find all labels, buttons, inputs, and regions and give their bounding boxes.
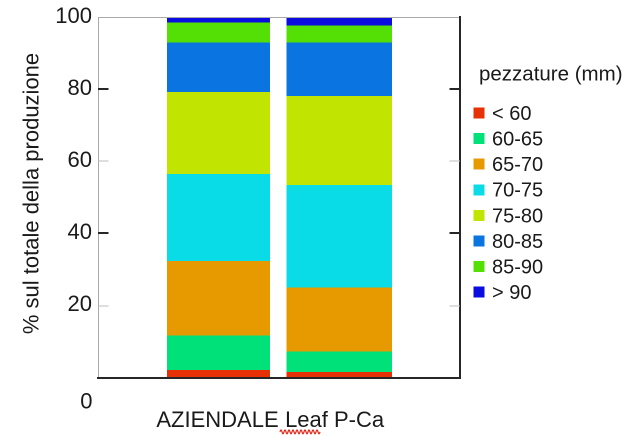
svg-text:85-90: 85-90	[492, 257, 543, 279]
svg-text:60: 60	[68, 147, 92, 172]
svg-text:70-75: 70-75	[492, 180, 543, 202]
svg-text:AZIENDALE: AZIENDALE	[156, 407, 278, 432]
svg-text:% sul totale della produzione: % sul totale della produzione	[19, 53, 44, 334]
svg-text:40: 40	[68, 219, 92, 244]
svg-text:75-80: 75-80	[492, 205, 543, 227]
svg-text:80-85: 80-85	[492, 231, 543, 253]
svg-text:100: 100	[55, 3, 92, 28]
svg-text:Leaf P-Ca: Leaf P-Ca	[285, 407, 385, 432]
svg-text:20: 20	[68, 291, 92, 316]
svg-text:> 90: > 90	[492, 282, 531, 304]
svg-text:60-65: 60-65	[492, 129, 543, 151]
svg-text:< 60: < 60	[492, 103, 531, 125]
svg-text:pezzature (mm): pezzature (mm)	[479, 63, 623, 86]
svg-text:65-70: 65-70	[492, 154, 543, 176]
svg-text:80: 80	[68, 75, 92, 100]
svg-text:0: 0	[80, 388, 92, 413]
